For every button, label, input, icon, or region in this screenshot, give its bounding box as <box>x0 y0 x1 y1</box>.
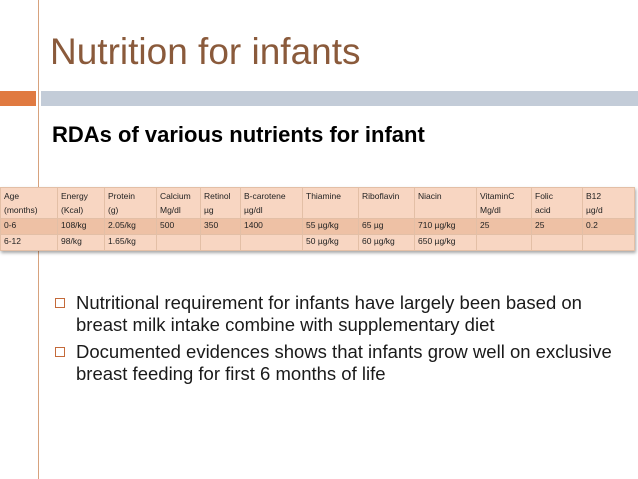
table-cell: 50 µg/kg <box>302 234 359 251</box>
table-cell: 1400 <box>240 218 303 235</box>
header-cell-vitaminc: VitaminC Mg/dl <box>476 187 532 219</box>
table-cell <box>156 234 201 251</box>
table-row: 0-6 108/kg 2.05/kg 500 350 1400 55 µg/kg… <box>0 218 635 235</box>
table-row: 6-12 98/kg 1.65/kg 50 µg/kg 60 µg/kg 650… <box>0 234 635 251</box>
orange-accent-bar <box>0 91 36 106</box>
table-cell: 500 <box>156 218 201 235</box>
header-cell-retinol: Retinol µg <box>200 187 241 219</box>
header-cell-energy: Energy (Kcal) <box>57 187 105 219</box>
header-cell-calcium: Calcium Mg/dl <box>156 187 201 219</box>
table-cell: 6-12 <box>0 234 58 251</box>
table-cell <box>582 234 635 251</box>
bullet-item: Nutritional requirement for infants have… <box>55 292 630 336</box>
table-cell: 25 <box>531 218 583 235</box>
table-cell: 55 µg/kg <box>302 218 359 235</box>
table-header-row: Age (months) Energy (Kcal) Protein (g) Calc… <box>0 187 635 219</box>
rda-table: Age (months) Energy (Kcal) Protein (g) Calc… <box>0 187 635 251</box>
bullet-list: Nutritional requirement for infants have… <box>55 292 630 390</box>
table-cell: 2.05/kg <box>104 218 157 235</box>
header-cell-folic-acid: Folic acid <box>531 187 583 219</box>
header-cell-age: Age (months) <box>0 187 58 219</box>
table-cell: 98/kg <box>57 234 105 251</box>
hollow-square-icon <box>55 298 65 308</box>
table-cell: 108/kg <box>57 218 105 235</box>
table-cell <box>240 234 303 251</box>
table-cell: 25 <box>476 218 532 235</box>
slide-subtitle: RDAs of various nutrients for infant <box>52 122 425 147</box>
table-cell: 60 µg/kg <box>358 234 415 251</box>
header-cell-niacin: Niacin <box>414 187 477 219</box>
header-cell-riboflavin: Riboflavin <box>358 187 415 219</box>
table-cell: 65 µg <box>358 218 415 235</box>
table-cell: 1.65/kg <box>104 234 157 251</box>
table-cell <box>200 234 241 251</box>
header-cell-protein: Protein (g) <box>104 187 157 219</box>
bullet-text: Nutritional requirement for infants have… <box>76 292 582 335</box>
table-cell <box>531 234 583 251</box>
header-cell-b-carotene: B-carotene µg/dl <box>240 187 303 219</box>
table-cell: 650 µg/kg <box>414 234 477 251</box>
bullet-item: Documented evidences shows that infants … <box>55 341 630 385</box>
table-cell <box>476 234 532 251</box>
bullet-text: Documented evidences shows that infants … <box>76 341 612 384</box>
hollow-square-icon <box>55 347 65 357</box>
blue-accent-bar <box>41 91 638 106</box>
slide-title: Nutrition for infants <box>50 31 361 72</box>
table-cell: 0-6 <box>0 218 58 235</box>
table-cell: 710 µg/kg <box>414 218 477 235</box>
header-cell-thiamine: Thiamine <box>302 187 359 219</box>
table-cell: 0.2 <box>582 218 635 235</box>
header-cell-b12: B12 µg/d <box>582 187 635 219</box>
table-cell: 350 <box>200 218 241 235</box>
